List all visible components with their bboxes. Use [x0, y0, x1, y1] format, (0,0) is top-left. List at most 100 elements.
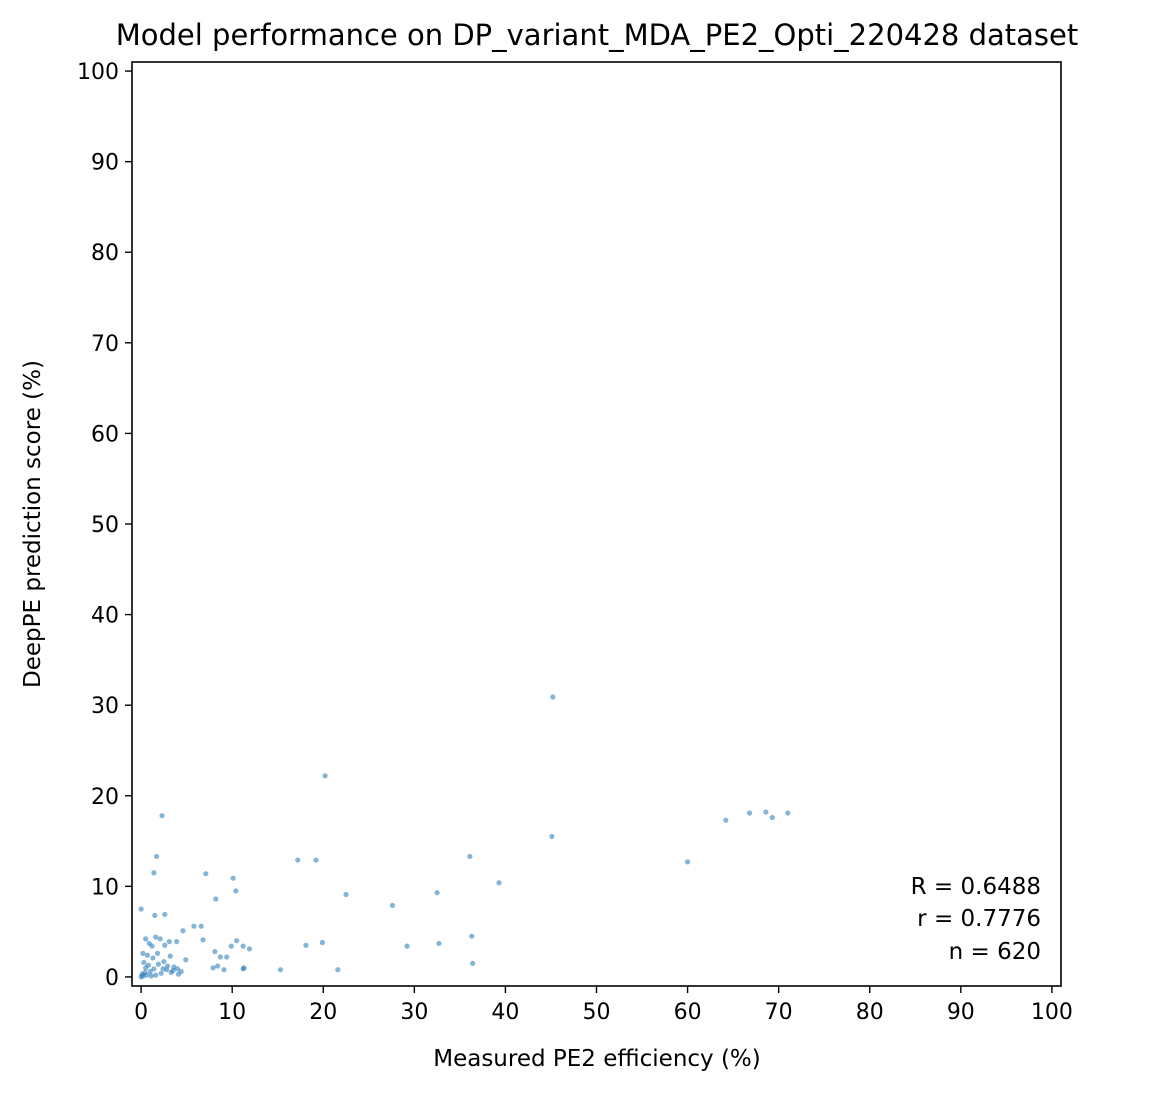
- y-axis-ticks: 0 10 20 30 40 50 60 70 80 90 100: [77, 60, 132, 991]
- data-point-51: [470, 960, 476, 966]
- data-point-59: [140, 950, 146, 956]
- data-point-66: [174, 966, 181, 972]
- data-point-58: [335, 967, 341, 973]
- stat-pearson-r: R = 0.6488: [911, 874, 1041, 900]
- y-tick-label-0: 0: [105, 966, 119, 991]
- y-tick-label-2: 20: [91, 785, 119, 810]
- data-point-21: [213, 896, 219, 902]
- data-point-80: [160, 966, 166, 972]
- data-point-39: [228, 943, 234, 949]
- data-point-72: [153, 972, 159, 978]
- data-point-29: [200, 937, 206, 943]
- data-point-44: [319, 939, 325, 946]
- data-point-16: [230, 875, 236, 881]
- data-point-36: [162, 942, 168, 948]
- data-point-45: [404, 943, 410, 949]
- x-tick-label-2: 20: [309, 1000, 337, 1025]
- plot-frame: [131, 61, 1062, 987]
- y-tick-label-10: 100: [77, 60, 119, 85]
- x-tick-label-4: 40: [491, 1000, 519, 1025]
- data-point-81: [164, 963, 171, 969]
- data-point-63: [161, 958, 167, 965]
- chart-title: Model performance on DP_variant_MDA_PE2_…: [116, 18, 1079, 52]
- data-point-15: [203, 871, 209, 877]
- x-axis-ticks: 0 10 20 30 40 50 60 70 80 90 100: [134, 986, 1073, 1025]
- data-point-87: [142, 969, 148, 976]
- stat-spearman-r: r = 0.7776: [917, 906, 1041, 932]
- data-point-48: [217, 954, 223, 960]
- data-point-77: [145, 962, 151, 968]
- data-point-40: [234, 938, 240, 944]
- data-point-68: [175, 971, 182, 977]
- data-point-42: [246, 946, 253, 952]
- data-point-30: [153, 934, 159, 940]
- data-point-22: [389, 902, 396, 908]
- data-point-71: [158, 970, 164, 976]
- stat-n: n = 620: [949, 939, 1041, 965]
- data-point-53: [215, 963, 221, 969]
- data-point-61: [150, 955, 156, 961]
- data-points: [138, 694, 791, 980]
- y-tick-label-6: 60: [91, 422, 119, 447]
- x-tick-label-10: 100: [1031, 1000, 1073, 1025]
- y-tick-label-7: 70: [91, 332, 119, 357]
- data-point-57: [277, 967, 284, 973]
- data-point-18: [233, 888, 239, 894]
- data-point-5: [763, 809, 769, 815]
- data-point-26: [191, 923, 197, 929]
- data-point-19: [434, 890, 440, 896]
- data-point-27: [198, 923, 204, 929]
- data-point-24: [152, 912, 158, 918]
- data-point-79: [155, 961, 162, 967]
- data-point-33: [469, 933, 475, 939]
- data-point-82: [170, 968, 176, 974]
- data-point-1: [322, 773, 328, 779]
- x-tick-label-1: 10: [218, 1000, 246, 1025]
- data-point-3: [723, 817, 729, 823]
- y-tick-label-5: 50: [91, 513, 119, 538]
- data-point-62: [154, 950, 161, 956]
- stats-annotation: R = 0.6488 r = 0.7776 n = 620: [911, 874, 1041, 965]
- data-point-17: [496, 880, 502, 886]
- data-point-52: [210, 965, 216, 971]
- data-point-23: [138, 906, 144, 912]
- data-point-7: [785, 810, 791, 816]
- data-point-11: [295, 857, 301, 863]
- y-tick-label-4: 40: [91, 604, 119, 629]
- x-tick-label-6: 60: [674, 1000, 702, 1025]
- x-axis-label: Measured PE2 efficiency (%): [433, 1046, 761, 1072]
- y-tick-label-9: 90: [91, 151, 119, 176]
- data-point-8: [549, 833, 555, 840]
- data-point-28: [180, 928, 186, 934]
- data-point-2: [159, 813, 165, 819]
- data-point-47: [212, 948, 218, 955]
- data-point-9: [467, 853, 473, 860]
- x-tick-label-3: 30: [400, 1000, 428, 1025]
- data-point-32: [143, 936, 149, 942]
- x-tick-label-8: 80: [856, 1000, 884, 1025]
- data-point-38: [174, 939, 180, 945]
- data-point-13: [684, 859, 691, 865]
- data-point-43: [303, 942, 309, 948]
- data-point-0: [550, 694, 556, 700]
- data-point-37: [166, 939, 172, 945]
- data-point-14: [151, 870, 157, 876]
- x-tick-label-7: 70: [765, 1000, 793, 1025]
- data-point-46: [436, 940, 442, 947]
- data-point-73: [147, 968, 153, 975]
- data-point-31: [157, 936, 163, 942]
- y-tick-label-8: 80: [91, 241, 119, 266]
- data-point-54: [221, 967, 227, 973]
- data-point-49: [224, 954, 230, 960]
- x-tick-label-5: 50: [583, 1000, 611, 1025]
- data-point-78: [151, 966, 157, 972]
- data-point-41: [240, 943, 246, 949]
- data-point-56: [241, 965, 247, 971]
- data-point-10: [153, 853, 160, 860]
- y-tick-label-3: 30: [91, 694, 119, 719]
- data-point-12: [313, 857, 319, 863]
- data-point-6: [769, 814, 775, 821]
- y-axis-label: DeepPE prediction score (%): [20, 360, 46, 688]
- x-tick-label-0: 0: [134, 1000, 148, 1025]
- data-point-35: [149, 943, 155, 949]
